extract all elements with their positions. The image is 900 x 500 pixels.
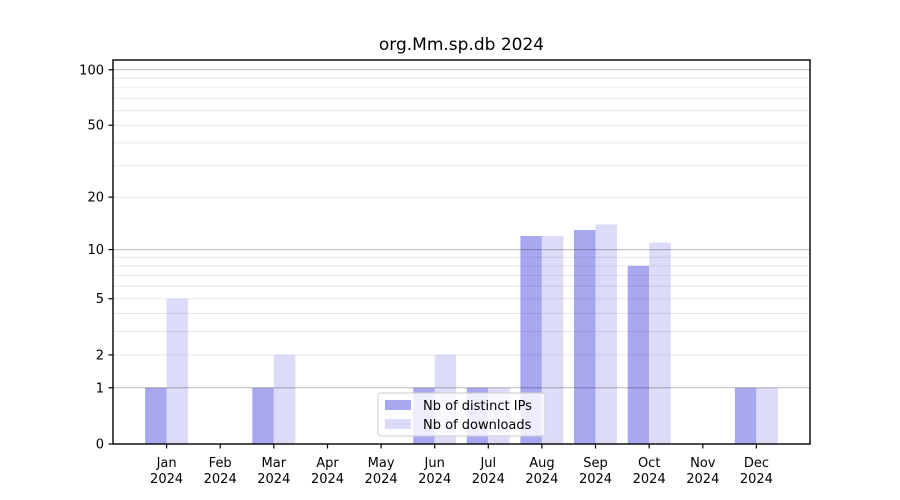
x-tick-label-dec: Dec — [744, 456, 769, 471]
bar-dec-distinct-ips — [734, 387, 757, 444]
legend-label-distinct-ips: Nb of distinct IPs — [423, 399, 532, 414]
y-tick-label-100: 100 — [79, 63, 104, 78]
x-tick-label-may-year: 2024 — [365, 472, 398, 487]
y-tick-label-10: 10 — [87, 243, 104, 258]
bar-sep-distinct-ips — [574, 230, 596, 444]
y-tick-label-50: 50 — [87, 119, 104, 134]
bar-dec-downloads — [756, 387, 778, 444]
x-tick-label-oct-year: 2024 — [633, 472, 666, 487]
x-tick-label-jun-year: 2024 — [418, 472, 451, 487]
x-tick-label-nov: Nov — [690, 456, 716, 471]
y-tick-label-1: 1 — [96, 381, 104, 396]
x-tick-label-sep-year: 2024 — [579, 472, 612, 487]
y-tick-label-5: 5 — [96, 292, 104, 307]
x-tick-label-nov-year: 2024 — [686, 472, 719, 487]
x-tick-label-jul: Jul — [479, 456, 496, 471]
bar-jan-downloads — [166, 298, 189, 444]
bar-sep-downloads — [595, 224, 617, 444]
legend-label-downloads: Nb of downloads — [423, 418, 532, 433]
x-tick-label-dec-year: 2024 — [740, 472, 773, 487]
bar-jan-distinct-ips — [145, 387, 167, 444]
bar-oct-downloads — [649, 242, 671, 444]
bar-mar-downloads — [273, 354, 296, 444]
x-tick-label-mar: Mar — [262, 456, 287, 471]
x-tick-label-mar-year: 2024 — [257, 472, 290, 487]
x-tick-label-aug: Aug — [529, 456, 554, 471]
chart-title: org.Mm.sp.db 2024 — [378, 35, 545, 55]
x-tick-label-apr: Apr — [316, 456, 339, 471]
bar-aug-distinct-ips — [520, 236, 542, 444]
x-tick-label-jun: Jun — [424, 456, 445, 471]
x-tick-label-jan-year: 2024 — [150, 472, 183, 487]
plot-border — [112, 59, 811, 445]
bar-mar-distinct-ips — [252, 387, 274, 444]
y-tick-label-0: 0 — [96, 438, 104, 453]
bar-oct-distinct-ips — [627, 265, 650, 444]
x-tick-label-feb-year: 2024 — [204, 472, 237, 487]
x-tick-label-apr-year: 2024 — [311, 472, 344, 487]
y-tick-label-2: 2 — [96, 348, 104, 363]
legend-swatch-downloads — [385, 419, 411, 429]
x-tick-label-oct: Oct — [638, 456, 660, 471]
x-tick-label-sep: Sep — [583, 456, 608, 471]
x-tick-label-may: May — [368, 456, 395, 471]
y-tick-label-20: 20 — [87, 191, 104, 206]
x-tick-label-feb: Feb — [209, 456, 232, 471]
bar-aug-downloads — [541, 236, 564, 444]
x-tick-label-jul-year: 2024 — [472, 472, 505, 487]
legend-swatch-distinct-ips — [385, 400, 411, 410]
x-tick-label-aug-year: 2024 — [525, 472, 558, 487]
legend-box — [377, 392, 546, 437]
x-tick-label-jan: Jan — [156, 456, 177, 471]
